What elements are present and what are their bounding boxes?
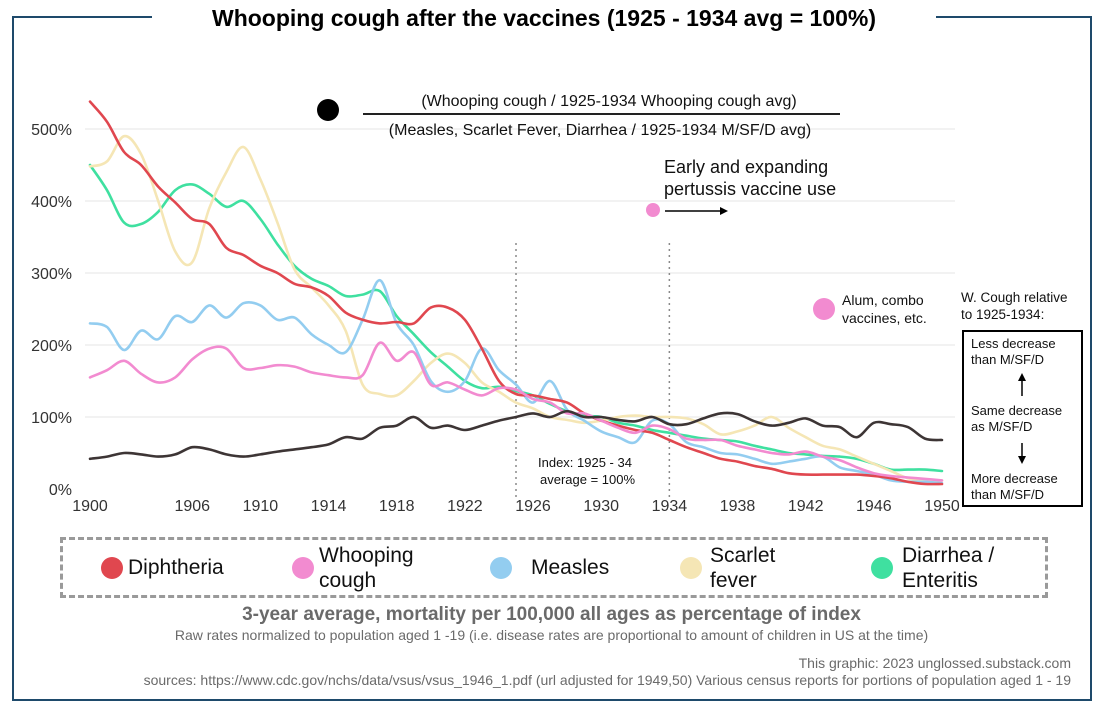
relative-heading-line2: to 1925-1934: [961, 307, 1044, 322]
y-axis-labels: 0% 100% 200% 300% 400% 500% [31, 122, 72, 499]
arrow-down-icon [1018, 456, 1026, 464]
x-tick-label: 1950 [924, 498, 960, 515]
graphic-credit: This graphic: 2023 unglossed.substack.co… [798, 655, 1071, 671]
x-tick-label: 1934 [652, 498, 688, 515]
legend-label: Diphtheria [128, 556, 224, 579]
legend-item-diphtheria: Diphtheria [101, 540, 224, 595]
ratio-marker [317, 99, 339, 121]
same-decrease-line1: Same decrease [971, 403, 1062, 418]
chart-title-container: Whooping cough after the vaccines (1925 … [152, 3, 936, 33]
legend-item-measles: Measles [490, 540, 609, 595]
index-period-lines [515, 243, 671, 501]
legend: Diphtheria Whooping cough Measles Scarle… [60, 537, 1048, 598]
formula-numerator: (Whooping cough / 1925-1934 Whooping cou… [421, 93, 796, 110]
legend-label: Measles [531, 556, 610, 579]
x-tick-label: 1926 [515, 498, 551, 515]
same-decrease-line2: as M/SF/D [971, 419, 1032, 434]
early-vaccine-marker [646, 203, 660, 217]
chart-subtitle: 3-year average, mortality per 100,000 al… [242, 604, 861, 625]
y-tick-label: 500% [31, 122, 72, 139]
index-label-line2: average = 100% [540, 472, 635, 487]
relative-heading-line1: W. Cough relative [961, 290, 1068, 305]
y-tick-label: 300% [31, 266, 72, 283]
sources-note: sources: https://www.cdc.gov/nchs/data/v… [143, 672, 1071, 688]
legend-label: Diarrhea / Enteritis [902, 543, 995, 592]
chart-title: Whooping cough after the vaccines (1925 … [211, 5, 877, 31]
x-tick-label: 1914 [311, 498, 347, 515]
chart-subnote: Raw rates normalized to population aged … [174, 627, 929, 643]
less-decrease-line1: Less decrease [971, 336, 1056, 351]
grid-lines [85, 128, 955, 418]
alum-marker [813, 298, 835, 320]
legend-swatch-icon [292, 556, 314, 579]
legend-swatch-icon [101, 556, 123, 579]
early-vaccine-label-line2: pertussis vaccine use [664, 179, 836, 199]
formula-denominator: (Measles, Scarlet Fever, Diarrhea / 1925… [389, 122, 811, 139]
legend-item-diarrhea-enteritis: Diarrhea / Enteritis [871, 540, 1012, 595]
x-tick-label: 1942 [788, 498, 824, 515]
x-tick-label: 1922 [447, 498, 483, 515]
relative-legend-box [962, 330, 1083, 507]
series-line-measles [88, 278, 944, 485]
legend-swatch-icon [490, 556, 512, 579]
legend-item-scarlet-fever: Scarlet fever [680, 540, 790, 595]
arrow-right-icon [720, 207, 728, 215]
series-line-whooping-cough [88, 341, 944, 482]
y-tick-label: 200% [31, 338, 72, 355]
legend-swatch-icon [871, 556, 893, 579]
legend-label: Whooping cough [319, 543, 414, 592]
x-tick-label: 1918 [379, 498, 415, 515]
x-tick-label: 1900 [72, 498, 108, 515]
y-tick-label: 0% [49, 482, 72, 499]
legend-swatch-icon [680, 556, 702, 579]
series-line-diphtheria [88, 100, 944, 486]
x-tick-label: 1938 [720, 498, 756, 515]
x-axis-labels: 1900 1906 1910 1914 1918 1922 1926 1930 1934 1938… [72, 498, 960, 515]
x-tick-label: 1906 [174, 498, 210, 515]
x-tick-label: 1946 [856, 498, 892, 515]
less-decrease-line2: than M/SF/D [971, 352, 1044, 367]
more-decrease-line2: than M/SF/D [971, 487, 1044, 502]
x-tick-label: 1930 [583, 498, 619, 515]
alum-label-line1: Alum, combo [842, 292, 924, 308]
series-line-diarrhea-enteritis [88, 163, 944, 473]
early-vaccine-label-line1: Early and expanding [664, 157, 828, 177]
legend-item-whooping-cough: Whooping cough [292, 540, 429, 595]
legend-label: Scarlet fever [710, 543, 776, 592]
more-decrease-line1: More decrease [971, 471, 1058, 486]
series-line-ratio [88, 409, 944, 461]
arrow-up-icon [1018, 373, 1026, 381]
series-line-scarlet-fever [88, 134, 944, 482]
y-tick-label: 400% [31, 194, 72, 211]
series-lines [88, 100, 944, 486]
x-tick-label: 1910 [243, 498, 279, 515]
alum-label-line2: vaccines, etc. [842, 310, 927, 326]
y-tick-label: 100% [31, 410, 72, 427]
index-label-line1: Index: 1925 - 34 [538, 455, 632, 470]
